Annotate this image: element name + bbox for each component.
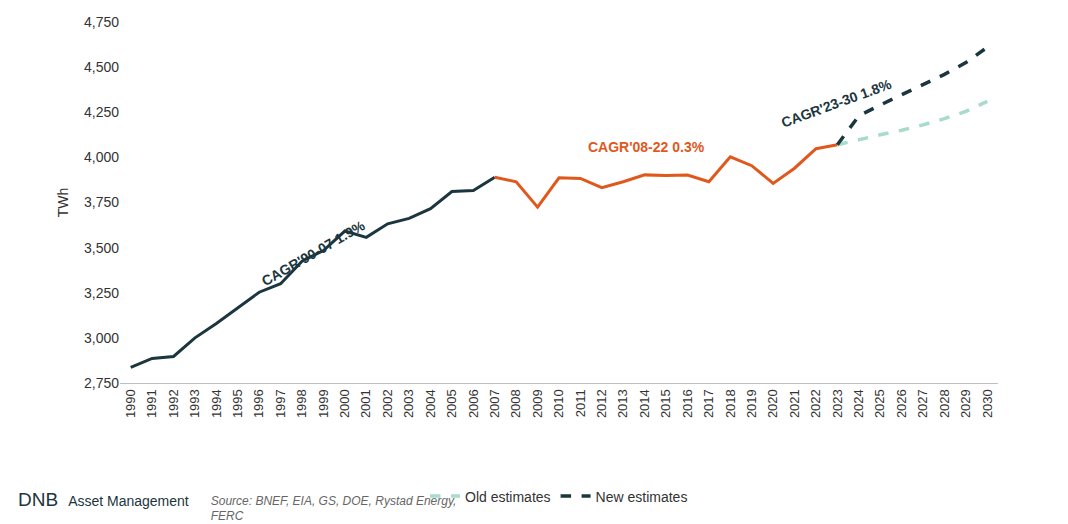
- svg-text:CAGR'23-30 1.8%: CAGR'23-30 1.8%: [779, 76, 894, 131]
- svg-text:4,500: 4,500: [84, 59, 119, 75]
- svg-text:2014: 2014: [637, 389, 652, 418]
- svg-text:2012: 2012: [594, 389, 609, 418]
- svg-text:2027: 2027: [915, 389, 930, 418]
- svg-text:2015: 2015: [658, 389, 673, 418]
- svg-text:2004: 2004: [423, 389, 438, 418]
- svg-text:1991: 1991: [144, 389, 159, 418]
- svg-text:2016: 2016: [680, 389, 695, 418]
- svg-text:1993: 1993: [187, 389, 202, 418]
- svg-text:Old estimates: Old estimates: [465, 489, 551, 505]
- svg-text:4,250: 4,250: [84, 104, 119, 120]
- svg-text:1995: 1995: [230, 389, 245, 418]
- svg-text:2026: 2026: [894, 389, 909, 418]
- svg-text:1992: 1992: [166, 389, 181, 418]
- svg-text:4,750: 4,750: [84, 14, 119, 30]
- svg-text:2029: 2029: [958, 389, 973, 418]
- svg-text:2007: 2007: [487, 389, 502, 418]
- svg-text:2024: 2024: [851, 389, 866, 418]
- svg-text:2011: 2011: [573, 389, 588, 417]
- svg-text:TWh: TWh: [55, 188, 71, 218]
- svg-text:2002: 2002: [380, 389, 395, 418]
- svg-text:1990: 1990: [123, 389, 138, 418]
- html-text:DNB: DNB: [18, 489, 59, 510]
- svg-text:CAGR'08-22 0.3%: CAGR'08-22 0.3%: [588, 139, 705, 155]
- svg-text:1999: 1999: [316, 389, 331, 418]
- html-text:Source: BNEF, EIA, GS, DOE, Ry: Source: BNEF, EIA, GS, DOE, Rystad Energ…: [210, 494, 457, 523]
- html-text:Asset Management: Asset Management: [68, 493, 189, 509]
- svg-text:2010: 2010: [551, 389, 566, 418]
- svg-text:1997: 1997: [273, 389, 288, 418]
- svg-text:2,750: 2,750: [84, 375, 119, 391]
- svg-text:3,500: 3,500: [84, 240, 119, 256]
- svg-text:2003: 2003: [401, 389, 416, 418]
- svg-text:2013: 2013: [615, 389, 630, 418]
- svg-text:1994: 1994: [209, 389, 224, 418]
- svg-text:4,000: 4,000: [84, 149, 119, 165]
- svg-text:2030: 2030: [980, 389, 995, 418]
- svg-text:New estimates: New estimates: [596, 489, 688, 505]
- svg-text:2018: 2018: [723, 389, 738, 418]
- svg-text:3,250: 3,250: [84, 285, 119, 301]
- svg-text:1998: 1998: [294, 389, 309, 418]
- svg-text:2001: 2001: [358, 389, 373, 418]
- svg-text:3,000: 3,000: [84, 330, 119, 346]
- svg-text:2028: 2028: [937, 389, 952, 418]
- svg-text:2025: 2025: [872, 389, 887, 418]
- svg-text:2005: 2005: [444, 389, 459, 418]
- svg-text:2019: 2019: [744, 389, 759, 418]
- svg-text:2000: 2000: [337, 389, 352, 418]
- svg-text:2017: 2017: [701, 389, 716, 418]
- svg-text:3,750: 3,750: [84, 194, 119, 210]
- svg-text:2020: 2020: [765, 389, 780, 418]
- svg-text:2006: 2006: [466, 389, 481, 418]
- svg-text:2009: 2009: [530, 389, 545, 418]
- svg-text:2023: 2023: [830, 389, 845, 418]
- svg-text:CAGR'90-07 1.9%: CAGR'90-07 1.9%: [259, 217, 368, 289]
- svg-text:1996: 1996: [251, 389, 266, 418]
- svg-text:2022: 2022: [808, 389, 823, 418]
- svg-text:2021: 2021: [787, 389, 802, 418]
- svg-text:2008: 2008: [508, 389, 523, 418]
